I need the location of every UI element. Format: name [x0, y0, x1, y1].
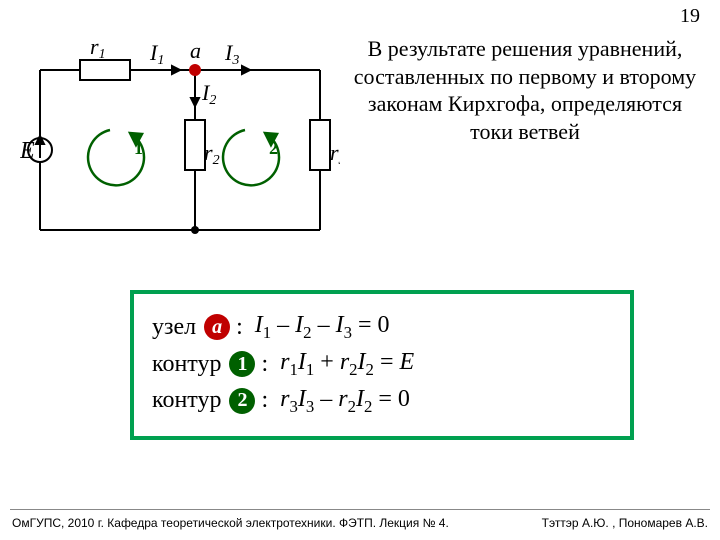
equation-loop2: контур 2 : r3I3 – r2I2 = 0 — [152, 386, 612, 417]
colon: : — [261, 387, 280, 414]
colon: : — [261, 351, 280, 378]
eq-node-expr: I1 – I2 – I3 = 0 — [255, 312, 390, 343]
colon: : — [236, 314, 255, 341]
equations-box: узел a : I1 – I2 – I3 = 0 контур 1 : r1I… — [130, 290, 634, 440]
label-I3: I3 — [224, 40, 239, 68]
footer-right: Тэттэр А.Ю. , Пономарев А.В. — [542, 516, 708, 530]
label-loop2: 2 — [269, 138, 278, 158]
label-r2: r2 — [204, 140, 220, 168]
equation-loop1: контур 1 : r1I1 + r2I2 = E — [152, 349, 612, 380]
footer-divider — [10, 509, 710, 510]
label-I2: I2 — [201, 80, 216, 108]
node-badge-a: a — [204, 314, 230, 340]
page-number: 19 — [680, 5, 700, 28]
description-text: В результате решения уравнений, составле… — [345, 35, 705, 145]
label-E: E — [20, 138, 35, 164]
circuit-diagram: E r1 r2 r3 I1 I2 I3 a 1 2 — [20, 30, 340, 240]
loop-badge-1: 1 — [229, 351, 255, 377]
label-r3: r3 — [330, 140, 340, 168]
loop-label-2: контур — [152, 387, 221, 414]
label-r1: r1 — [90, 34, 106, 62]
label-node-a: a — [190, 38, 201, 63]
loop-label-1: контур — [152, 351, 221, 378]
eq-loop1-expr: r1I1 + r2I2 = E — [280, 349, 414, 380]
loop-badge-2: 2 — [229, 388, 255, 414]
equation-node: узел a : I1 – I2 – I3 = 0 — [152, 312, 612, 343]
node-label: узел — [152, 314, 196, 341]
footer-left: ОмГУПС, 2010 г. Кафедра теоретической эл… — [12, 516, 449, 530]
label-I1: I1 — [149, 40, 164, 68]
eq-loop2-expr: r3I3 – r2I2 = 0 — [280, 386, 410, 417]
label-loop1: 1 — [134, 138, 143, 158]
